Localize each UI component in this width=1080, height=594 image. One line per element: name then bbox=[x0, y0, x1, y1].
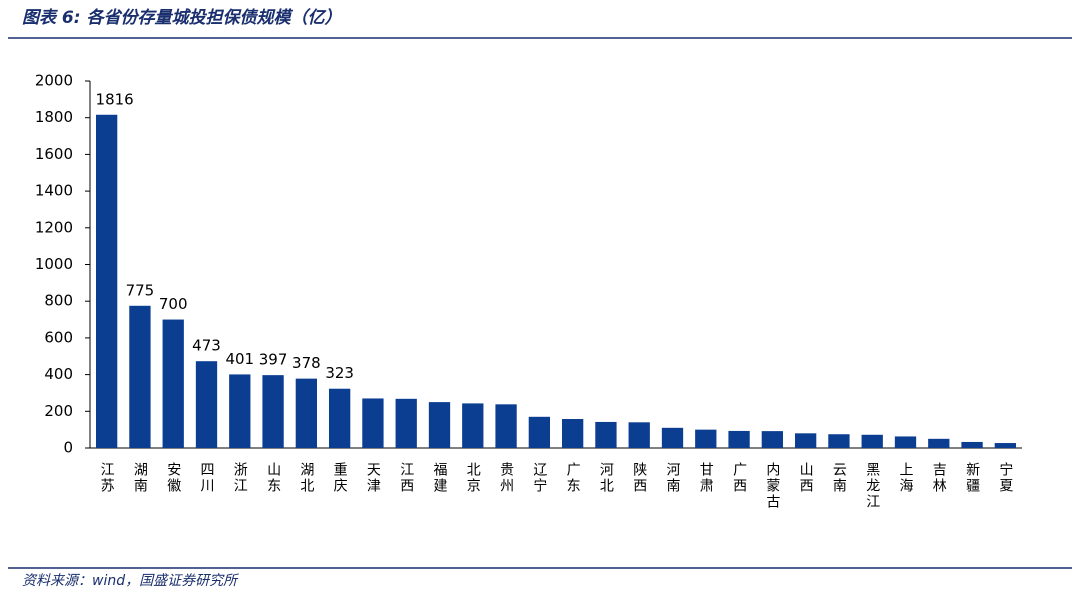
y-tick-label: 1400 bbox=[35, 182, 73, 200]
x-tick-label: 山东 bbox=[265, 462, 281, 494]
bar bbox=[428, 402, 451, 448]
x-tick-label: 福建 bbox=[432, 462, 448, 494]
bar bbox=[495, 404, 517, 448]
x-tick-label: 辽宁 bbox=[531, 462, 547, 494]
bar bbox=[928, 438, 950, 448]
x-tick-label: 河南 bbox=[665, 462, 681, 494]
x-tick-label: 天津 bbox=[365, 462, 381, 494]
data-label: 1816 bbox=[96, 90, 134, 108]
x-tick-label: 贵州 bbox=[498, 462, 514, 494]
bar bbox=[761, 431, 784, 448]
y-tick-label: 1600 bbox=[35, 145, 73, 163]
bar bbox=[794, 433, 817, 448]
bar bbox=[195, 361, 218, 448]
bar bbox=[262, 375, 284, 448]
x-tick-label: 安徽 bbox=[165, 462, 181, 494]
data-label: 397 bbox=[259, 351, 288, 369]
x-tick-label: 浙江 bbox=[232, 462, 248, 494]
x-tick-label: 黑龙江 bbox=[864, 462, 880, 510]
x-tick-label: 湖南 bbox=[132, 462, 148, 494]
x-tick-label: 新疆 bbox=[964, 462, 980, 494]
bar bbox=[395, 398, 417, 448]
x-tick-label: 江西 bbox=[398, 462, 414, 494]
bar bbox=[695, 429, 717, 448]
y-tick-label: 1000 bbox=[35, 255, 73, 273]
y-tick-label: 400 bbox=[44, 365, 73, 383]
bar bbox=[661, 427, 684, 448]
y-tick-label: 800 bbox=[44, 292, 73, 310]
y-tick-label: 2000 bbox=[35, 72, 73, 90]
x-tick-label: 云南 bbox=[831, 462, 847, 494]
x-tick-label: 吉林 bbox=[931, 462, 947, 494]
x-tick-label: 广西 bbox=[731, 462, 747, 494]
x-tick-label: 四川 bbox=[199, 462, 215, 494]
bar bbox=[894, 436, 917, 448]
x-tick-label: 内蒙古 bbox=[764, 462, 780, 510]
bar bbox=[362, 398, 384, 448]
x-tick-label: 山西 bbox=[798, 462, 814, 494]
bar bbox=[595, 421, 617, 448]
bar bbox=[95, 114, 118, 448]
bar bbox=[295, 378, 318, 448]
x-tick-label: 甘肃 bbox=[698, 462, 714, 494]
x-tick-label: 上海 bbox=[898, 462, 914, 494]
data-label: 401 bbox=[225, 350, 254, 368]
y-tick-label: 600 bbox=[44, 328, 73, 346]
source-note: 资料来源：wind，国盛证券研究所 bbox=[22, 573, 239, 589]
data-label: 473 bbox=[192, 337, 221, 355]
bar bbox=[728, 430, 750, 448]
x-tick-label: 北京 bbox=[465, 462, 481, 494]
bar bbox=[828, 434, 850, 448]
bar bbox=[528, 416, 551, 448]
y-tick-label: 1800 bbox=[35, 108, 73, 126]
x-tick-label: 陕西 bbox=[631, 462, 647, 494]
x-tick-label: 宁夏 bbox=[997, 461, 1013, 494]
x-tick-label: 湖北 bbox=[298, 462, 314, 494]
x-tick-label: 广东 bbox=[565, 462, 581, 494]
bar bbox=[462, 403, 484, 448]
x-tick-label: 重庆 bbox=[332, 462, 348, 494]
bar bbox=[229, 374, 251, 448]
y-tick-label: 0 bbox=[63, 439, 73, 457]
data-label: 378 bbox=[292, 354, 321, 372]
chart-title: 图表 6: 各省份存量城投担保债规模（亿） bbox=[22, 8, 341, 28]
bar bbox=[628, 422, 650, 448]
x-tick-label: 江苏 bbox=[99, 462, 115, 494]
data-label: 700 bbox=[159, 295, 188, 313]
bar bbox=[162, 319, 184, 448]
bar bbox=[994, 443, 1017, 448]
bar bbox=[561, 419, 584, 448]
y-tick-label: 200 bbox=[44, 402, 73, 420]
bar bbox=[961, 441, 983, 448]
data-label: 775 bbox=[126, 281, 155, 299]
data-label: 323 bbox=[325, 364, 354, 382]
y-tick-label: 1200 bbox=[35, 218, 73, 236]
bar bbox=[328, 388, 351, 448]
bar bbox=[129, 305, 151, 448]
x-tick-label: 河北 bbox=[598, 462, 614, 494]
bar bbox=[861, 434, 883, 448]
